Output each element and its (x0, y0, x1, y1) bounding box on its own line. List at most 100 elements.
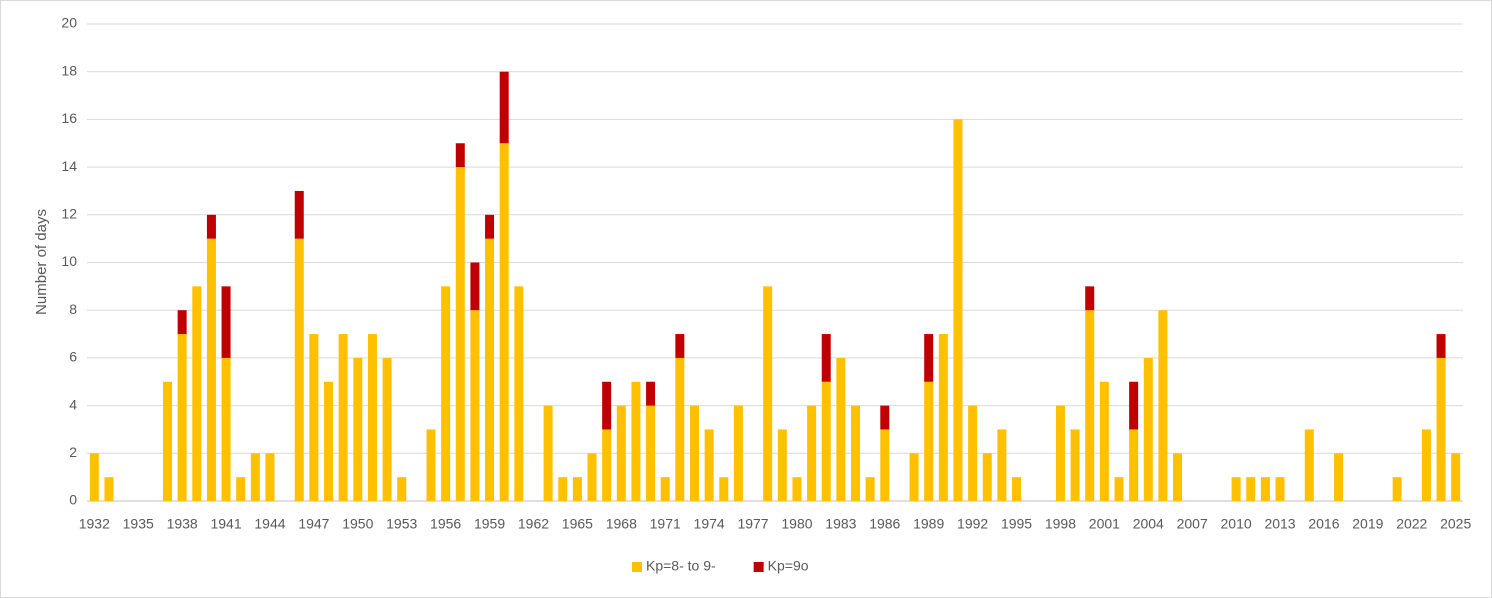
bar-segment (455, 167, 465, 501)
x-tick-label: 1959 (474, 516, 505, 532)
bar-segment (851, 405, 861, 501)
x-tick-label: 1998 (1045, 516, 1076, 532)
bar-segment (646, 381, 656, 406)
bar-segment (807, 405, 817, 501)
x-tick-label: 1986 (869, 516, 900, 532)
y-tick-label: 0 (69, 492, 77, 508)
x-tick-label: 1992 (957, 516, 988, 532)
bar-segment (1129, 429, 1139, 501)
x-tick-label: 1950 (342, 516, 373, 532)
x-tick-label: 1974 (694, 516, 725, 532)
x-tick-label: 1977 (737, 516, 768, 532)
bar-segment (1173, 453, 1183, 501)
bar-segment (441, 286, 451, 501)
x-tick-label: 2001 (1089, 516, 1120, 532)
bar-segment (1070, 429, 1080, 501)
bar-segment (221, 357, 231, 501)
bar-segment (324, 381, 334, 501)
bar-segment (294, 190, 304, 239)
bar-segment (1436, 357, 1446, 501)
legend-swatch (632, 562, 642, 572)
bar-segment (997, 429, 1007, 501)
bar-segment (880, 429, 890, 501)
x-tick-label: 2013 (1264, 516, 1295, 532)
x-tick-label: 1947 (298, 516, 329, 532)
bar-segment (1231, 477, 1241, 501)
bar-segment (924, 334, 934, 382)
bar-segment (177, 334, 187, 501)
bar-segment (646, 405, 656, 501)
bar-segment (338, 334, 348, 501)
bar-segment (1055, 405, 1065, 501)
bar-segment (455, 143, 465, 168)
x-tick-label: 1965 (562, 516, 593, 532)
bar-segment (968, 405, 978, 501)
bar-segment (616, 405, 626, 501)
bar-segment (367, 334, 377, 501)
bar-segment (221, 286, 231, 358)
bar-segment (1012, 477, 1022, 501)
bar-segment (206, 214, 216, 239)
bar-segment (514, 286, 524, 501)
bar-segment (1392, 477, 1402, 501)
x-tick-label: 1938 (167, 516, 198, 532)
x-tick-label: 1989 (913, 516, 944, 532)
bar-segment (250, 453, 260, 501)
y-tick-label: 8 (69, 301, 77, 317)
bar-segment (104, 477, 114, 501)
bar-segment (982, 453, 992, 501)
bar-segment (792, 477, 802, 501)
bar-segment (163, 381, 173, 501)
bar-segment (880, 405, 890, 430)
bar-segment (499, 143, 509, 501)
bar-segment (821, 381, 831, 501)
bar-segment (821, 334, 831, 382)
bar-segment (1421, 429, 1431, 501)
x-tick-label: 2016 (1308, 516, 1339, 532)
bar-segment (631, 381, 641, 501)
bar-segment (660, 477, 670, 501)
bar-segment (543, 405, 553, 501)
bar-segment (382, 357, 392, 501)
bar-segment (602, 381, 612, 430)
bar-segment (924, 381, 934, 501)
bar-segment (587, 453, 597, 501)
bar-segment (426, 429, 436, 501)
bar-segment (397, 477, 407, 501)
x-tick-label: 1953 (386, 516, 417, 532)
bar-segment (485, 238, 495, 501)
bar-segment (1085, 286, 1095, 311)
bar-segment (1129, 381, 1139, 430)
bar-segment (953, 119, 963, 502)
y-tick-label: 20 (61, 15, 77, 31)
y-tick-label: 16 (61, 110, 77, 126)
bar-segment (236, 477, 246, 501)
x-tick-label: 1941 (210, 516, 241, 532)
x-tick-label: 2004 (1133, 516, 1164, 532)
legend-label: Kp=8- to 9- (646, 558, 716, 574)
bar-segment (177, 310, 187, 335)
bar-segment (777, 429, 787, 501)
x-tick-label: 1935 (123, 516, 154, 532)
x-tick-label: 2010 (1221, 516, 1252, 532)
bar-segment (1143, 357, 1153, 501)
bar-segment (675, 357, 685, 501)
x-tick-label: 1962 (518, 516, 549, 532)
bar-segment (1260, 477, 1270, 501)
bar-segment (836, 357, 846, 501)
bar-segment (470, 310, 480, 501)
y-tick-label: 12 (61, 206, 77, 222)
bar-segment (763, 286, 773, 501)
bar-segment (689, 405, 699, 501)
bar-segment (206, 238, 216, 501)
bar-segment (1114, 477, 1124, 501)
bar-segment (1304, 429, 1314, 501)
x-tick-label: 1932 (79, 516, 110, 532)
y-tick-label: 18 (61, 62, 77, 78)
x-tick-label: 2007 (1177, 516, 1208, 532)
bar-segment (1246, 477, 1256, 501)
y-tick-label: 6 (69, 349, 77, 365)
x-tick-label: 1980 (781, 516, 812, 532)
